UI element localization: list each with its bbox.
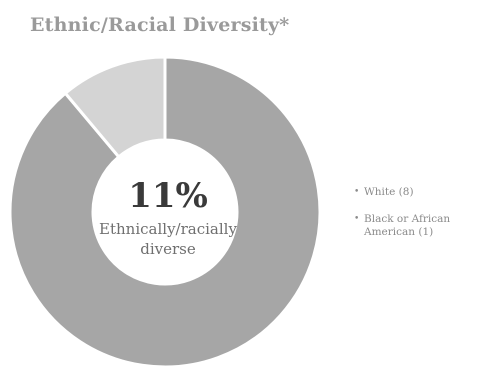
chart-title: Ethnic/Racial Diversity*	[30, 14, 290, 36]
legend-item-black-or-african-american: • Black or African American (1)	[354, 213, 484, 239]
legend-label-black-or-african-american: Black or African American (1)	[364, 213, 451, 238]
slice-black-or-african-american	[63, 55, 167, 159]
center-label: Ethnically/racially diverse	[99, 220, 237, 258]
legend-bullet-icon: •	[354, 214, 360, 224]
chart-legend: • White (8) • Black or African American …	[354, 186, 484, 253]
center-percentage: 11%	[128, 176, 208, 216]
legend-bullet-icon: •	[354, 187, 360, 197]
slice-white	[8, 55, 322, 369]
legend-item-white: • White (8)	[354, 186, 484, 199]
legend-label-white: White (8)	[364, 186, 414, 198]
